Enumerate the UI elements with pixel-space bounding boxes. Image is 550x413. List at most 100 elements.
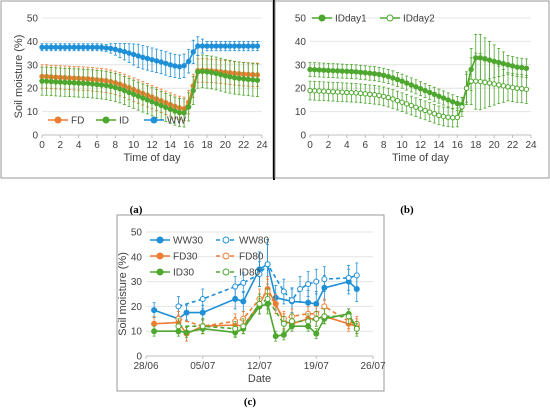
data-point [321,313,328,320]
data-point [183,309,190,316]
data-point [436,93,442,99]
y-tick-label: 20 [295,84,307,95]
legend-marker [150,116,158,124]
data-point [459,104,465,110]
data-point [240,43,247,49]
data-point [390,75,396,81]
series-line [154,302,358,338]
data-point [140,95,146,101]
data-point [523,86,530,93]
data-point [313,330,320,337]
data-point [321,276,328,283]
data-point [240,279,247,286]
legend-label: FD30 [173,252,198,263]
legend-label: FD [71,116,84,127]
data-point [454,114,461,121]
data-point [149,56,155,63]
data-point [427,109,433,115]
data-point [185,104,192,110]
data-point [313,278,320,285]
legend-marker [386,14,394,22]
data-point [339,68,345,74]
y-tick-label: 40 [295,37,307,48]
x-tick-label: 12/07 [247,361,272,372]
data-point [43,78,50,84]
data-point [89,44,96,50]
legend-marker [318,14,326,22]
legend-label: WW30 [173,236,203,247]
x-tick-label: 26/07 [360,361,385,372]
data-point [505,62,511,68]
data-point [399,99,405,105]
data-point [80,80,86,86]
data-point [245,43,251,49]
data-point [218,71,224,78]
data-point [394,97,401,104]
data-point [422,87,428,94]
data-point [403,80,410,86]
data-point [190,87,196,94]
data-point [431,91,438,97]
data-point [422,107,428,114]
data-point [39,44,45,50]
data-point [280,320,287,327]
data-point [353,69,359,75]
data-point [445,114,451,120]
data-point [222,43,229,49]
x-tick-label: 18 [201,140,213,151]
data-point [505,84,511,90]
data-point [305,281,312,288]
legend-marker [156,268,164,276]
data-point [313,300,320,307]
data-point [89,81,96,87]
data-point [232,283,239,290]
data-point [339,89,345,95]
data-point [316,67,322,73]
data-point [108,83,114,90]
data-point [213,43,219,49]
data-point [48,78,54,85]
data-point [153,58,160,64]
data-point [163,60,169,67]
data-point [390,96,396,102]
data-point [158,102,164,109]
data-point [362,91,368,97]
data-point [325,88,332,95]
data-point [151,320,158,327]
data-point [213,70,219,77]
data-point [167,106,174,112]
legend-label: ID [119,116,129,127]
data-point [454,100,461,107]
data-point [450,114,456,121]
series-WW80 [175,243,360,317]
data-point [345,274,352,281]
data-point [199,68,206,75]
data-point [250,77,256,83]
legend-label: IDday2 [403,14,435,25]
data-point [348,68,355,75]
x-tick-label: 20 [220,140,232,151]
x-tick-label: 28/06 [133,361,158,372]
data-point [477,78,484,85]
data-point [98,82,105,88]
data-point [353,272,360,279]
data-point [57,44,64,50]
x-tick-label: 4 [76,140,82,151]
data-point [357,69,364,75]
data-point [473,78,479,84]
data-point [523,65,530,72]
data-point [519,85,525,92]
data-point [353,90,359,96]
legend-label: FD80 [239,252,264,263]
data-point [264,261,271,268]
data-point [376,71,382,78]
data-point [334,89,341,95]
data-point [345,313,352,320]
data-point [500,60,507,67]
data-point [149,99,155,105]
data-point [357,90,364,97]
data-point [514,64,520,70]
data-point [413,104,419,110]
data-point [305,318,312,325]
data-point [264,295,271,302]
